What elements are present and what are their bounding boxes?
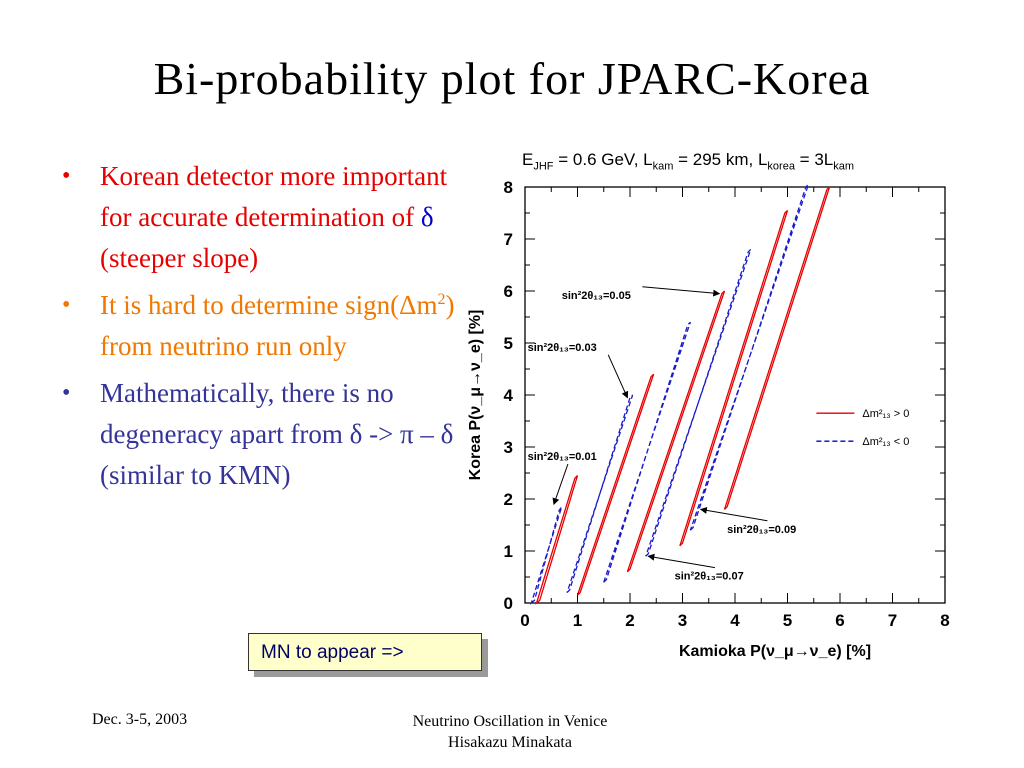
y-axis-label: Korea P(ν_μ→ν_e) [%]	[467, 310, 484, 481]
x-tick-label: 4	[730, 611, 740, 630]
annotation-arrow	[552, 463, 569, 506]
annotation-arrow	[607, 354, 629, 399]
bullet-text: Korean detector more important for accur…	[100, 161, 448, 232]
x-tick-label: 7	[888, 611, 897, 630]
bullet-text: δ	[420, 202, 434, 232]
footer-conference: Neutrino Oscillation in Venice	[412, 713, 608, 730]
ellipse-negative-dm	[689, 183, 810, 531]
ellipse-negative-dm	[566, 394, 634, 594]
annotation-label: sin²2θ₁₃=0.07	[675, 571, 744, 583]
ellipse-positive-dm	[535, 475, 579, 605]
x-tick-label: 1	[573, 611, 582, 630]
bullet-item-2: • It is hard to determine sign(Δm2) from …	[62, 285, 457, 367]
y-tick-label: 4	[504, 386, 514, 405]
x-tick-label: 2	[625, 611, 634, 630]
y-tick-label: 1	[504, 542, 513, 561]
y-tick-label: 0	[504, 594, 513, 613]
annotation-label: sin²2θ₁₃=0.09	[727, 524, 796, 536]
annotation-arrow	[642, 286, 721, 297]
chart-title: EJHF = 0.6 GeV, Lkam = 295 km, Lkorea = …	[522, 150, 855, 173]
bullet-text: (steeper slope)	[100, 243, 259, 273]
bullet-text: Mathematically, there is no degeneracy a…	[100, 378, 454, 490]
y-tick-label: 7	[504, 230, 513, 249]
annotation-label: sin²2θ₁₃=0.03	[528, 342, 597, 354]
annotation-label: sin²2θ₁₃=0.01	[528, 451, 597, 463]
y-tick-label: 5	[504, 334, 513, 353]
bullet-item-1: • Korean detector more important for accu…	[62, 156, 457, 279]
bullet-dot: •	[62, 380, 71, 406]
x-tick-label: 6	[835, 611, 844, 630]
bullet-dot: •	[62, 292, 71, 318]
x-tick-label: 8	[940, 611, 949, 630]
ellipse-positive-dm	[626, 290, 726, 573]
bullet-text: ) from neutrino run only	[100, 290, 455, 361]
x-tick-label: 0	[520, 611, 529, 630]
ellipse-positive-dm	[723, 186, 831, 510]
x-tick-label: 5	[783, 611, 792, 630]
annotation-arrow	[647, 553, 716, 569]
ellipse-positive-dm	[679, 209, 789, 547]
y-tick-label: 6	[504, 282, 513, 301]
ellipse-negative-dm	[603, 321, 691, 583]
annotation-arrow	[699, 506, 768, 522]
bullet-text: 2	[437, 291, 446, 308]
bi-probability-chart: 0 1 2 3 4 5 6 7 8 0 1 2 3 4 5 6 7 8 Kamioka P(ν_μ→ν_e) [%]…	[467, 178, 950, 660]
ellipse-negative-dm	[645, 248, 752, 557]
footer-date: Dec. 3-5, 2003	[92, 711, 188, 728]
legend-label: Δm²₁₃ < 0	[862, 436, 909, 448]
legend-label: Δm²₁₃ > 0	[862, 408, 909, 420]
y-tick-label: 2	[504, 490, 513, 509]
plot-frame	[524, 186, 946, 604]
y-tick-label: 3	[504, 438, 513, 457]
mn-callout-box: MN to appear =>	[248, 633, 482, 671]
annotation-label: sin²2θ₁₃=0.05	[562, 290, 631, 302]
x-axis-label: Kamioka P(ν_μ→ν_e) [%]	[679, 643, 871, 660]
x-tick-label: 3	[678, 611, 687, 630]
ellipse-positive-dm	[576, 373, 655, 596]
footer-center: Neutrino Oscillation in Venice Hisakazu …	[330, 711, 690, 753]
bullet-item-3: • Mathematically, there is no degeneracy …	[62, 373, 457, 496]
bullet-dot: •	[62, 163, 71, 189]
bullet-text: It is hard to determine sign(Δm	[100, 290, 438, 320]
footer-author: Hisakazu Minakata	[448, 734, 572, 751]
bullet-list: • Korean detector more important for accu…	[62, 156, 457, 502]
slide-title: Bi-probability plot for JPARC-Korea	[153, 53, 871, 104]
y-tick-label: 8	[504, 178, 513, 197]
ellipse-negative-dm	[530, 506, 563, 605]
